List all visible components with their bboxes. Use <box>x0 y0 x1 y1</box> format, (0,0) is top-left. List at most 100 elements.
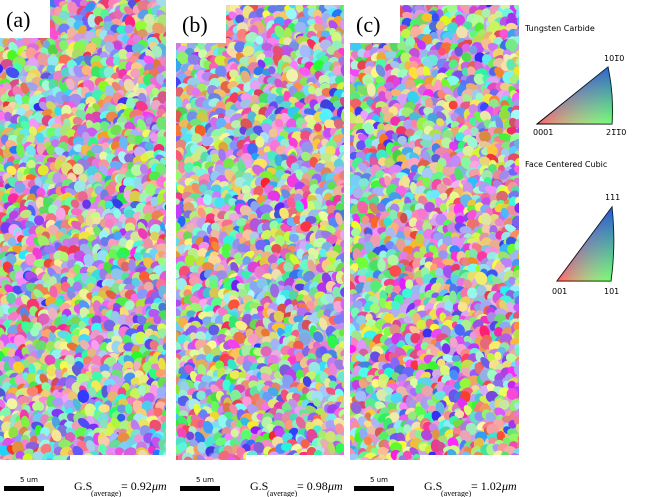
grain <box>177 442 188 452</box>
grain <box>335 212 343 226</box>
grain <box>209 280 218 289</box>
grain <box>125 403 133 415</box>
grain <box>178 118 189 130</box>
grain <box>161 36 166 47</box>
grain <box>299 44 311 59</box>
grain <box>54 106 62 116</box>
grain <box>135 100 148 112</box>
grain <box>188 276 200 286</box>
grain <box>340 240 344 249</box>
grain <box>52 172 64 184</box>
grain <box>91 66 102 80</box>
grain <box>51 429 62 442</box>
grain <box>335 75 344 85</box>
grain <box>36 142 46 156</box>
grain <box>340 299 344 313</box>
grain <box>360 5 369 6</box>
grain <box>148 273 162 282</box>
grain <box>28 126 38 137</box>
grain <box>85 440 96 452</box>
grain <box>249 80 261 92</box>
grain <box>165 44 166 55</box>
grain <box>72 163 84 175</box>
grain <box>91 315 102 326</box>
grain <box>263 56 273 66</box>
grain <box>333 118 344 131</box>
grain <box>176 406 182 417</box>
grain <box>164 316 166 327</box>
grain <box>21 415 30 429</box>
grain <box>261 221 272 232</box>
grain <box>325 293 334 303</box>
grain <box>124 222 136 233</box>
grain <box>54 298 64 307</box>
grain <box>104 84 115 98</box>
grain <box>7 237 17 247</box>
grain <box>41 80 51 91</box>
grain <box>275 95 285 104</box>
grain <box>268 128 278 138</box>
grain <box>129 190 142 204</box>
grain <box>112 198 124 209</box>
grain <box>194 431 205 443</box>
grain <box>60 67 71 77</box>
grain <box>165 238 177 251</box>
grain <box>267 190 281 203</box>
grain <box>122 334 133 346</box>
grain <box>34 176 42 188</box>
grain <box>32 401 45 412</box>
grain <box>8 426 18 439</box>
grain <box>222 158 234 170</box>
grain <box>47 44 59 56</box>
grain <box>52 14 64 26</box>
grain <box>37 164 49 176</box>
grain <box>242 396 252 407</box>
grain <box>340 193 344 207</box>
grain <box>47 55 59 67</box>
grain <box>99 164 109 176</box>
grain <box>293 91 306 100</box>
grain <box>143 13 155 27</box>
grain <box>218 414 228 429</box>
grain <box>341 126 344 137</box>
grain <box>150 231 160 241</box>
grain <box>157 91 166 104</box>
grain <box>156 0 166 8</box>
grain <box>259 204 273 215</box>
grain <box>25 236 36 247</box>
grain <box>100 236 109 247</box>
grain <box>44 244 57 256</box>
grain <box>110 417 121 429</box>
grain <box>100 341 109 353</box>
grain <box>519 133 527 146</box>
grain <box>325 431 337 443</box>
grain <box>144 142 154 151</box>
grain <box>145 24 154 33</box>
grain <box>93 172 103 182</box>
grain <box>150 196 159 207</box>
grain <box>274 154 283 167</box>
grain <box>288 96 298 104</box>
grain <box>211 240 220 251</box>
grain <box>16 143 25 158</box>
grain <box>141 400 152 411</box>
grain <box>303 272 311 283</box>
grain <box>257 59 266 69</box>
grain <box>176 125 183 138</box>
grain <box>118 136 129 150</box>
grain <box>176 171 183 181</box>
ebsd-maps <box>0 0 527 497</box>
grain <box>26 82 39 91</box>
grain <box>73 264 82 274</box>
grain <box>165 265 176 280</box>
grain <box>176 187 177 202</box>
grain <box>227 339 240 350</box>
grain <box>73 14 85 22</box>
grain <box>190 152 202 162</box>
grain <box>247 333 259 344</box>
grain <box>111 282 122 293</box>
grain <box>325 225 336 234</box>
grain <box>186 431 195 441</box>
grain <box>37 52 50 67</box>
grain <box>49 285 58 299</box>
